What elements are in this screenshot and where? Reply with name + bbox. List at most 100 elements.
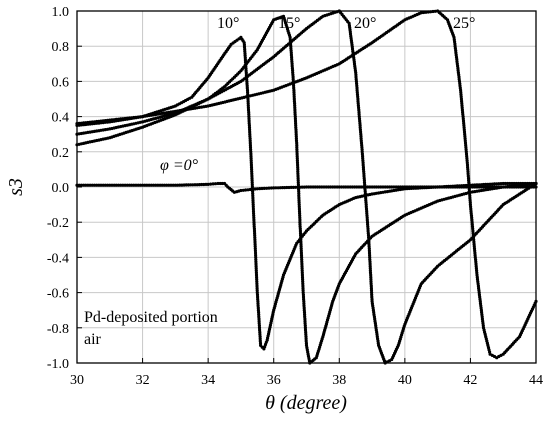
series-0-point [239, 188, 243, 193]
series-0-point [103, 183, 107, 187]
series-0-point [119, 183, 123, 187]
series-0-point [209, 182, 213, 186]
series-0-point [486, 185, 490, 189]
series-0-point [255, 187, 259, 191]
series-0-point [348, 185, 352, 189]
series-0-point [123, 183, 127, 187]
x-tick-label: 32 [136, 373, 150, 388]
annotation-20deg: 20° [354, 15, 376, 32]
series-0-point [328, 185, 333, 189]
series-0-point [178, 183, 182, 187]
series-0-point [116, 183, 121, 187]
series-0-point [216, 181, 220, 186]
series-1-point [506, 181, 510, 186]
series-0-point [213, 182, 218, 186]
series-0-point [154, 183, 158, 187]
series-0-point [335, 185, 339, 189]
series-0-point [253, 187, 257, 191]
series-0-point [394, 185, 398, 189]
annotation-phi-0: φ =0° [160, 157, 199, 174]
series-0-point [206, 182, 210, 186]
series-0-point [313, 185, 317, 189]
series-0-point [90, 183, 94, 187]
series-0-point [309, 185, 313, 189]
series-2 [75, 14, 538, 365]
series-0-point [274, 186, 278, 190]
series-0-point [167, 183, 171, 187]
series-0-point [200, 182, 204, 187]
series-0-point [162, 183, 166, 187]
series-0-point [130, 183, 134, 187]
series-0-point [211, 182, 215, 186]
series-0-point [324, 185, 328, 189]
series-0-point [151, 183, 156, 187]
series-0-point [79, 183, 83, 187]
y-tick-label: -1.0 [47, 357, 69, 372]
series-0-point [110, 183, 114, 187]
series-0-point [114, 183, 118, 187]
series-0-point [331, 185, 335, 189]
series-0-point [269, 186, 273, 190]
y-tick-label: -0.2 [47, 216, 69, 231]
series-0-point [484, 185, 488, 189]
series-0-point [99, 183, 103, 187]
legend-label-pd-deposited: Pd-deposited portion [84, 309, 218, 326]
series-0-point [265, 186, 269, 190]
series-1-point [512, 181, 516, 186]
series-0-point [121, 183, 125, 187]
series-0-point [366, 185, 370, 189]
series-0-point [355, 185, 359, 189]
series-0-point [320, 185, 324, 189]
series-0-point [374, 185, 378, 189]
series-0-point [390, 185, 394, 189]
series-0-point [267, 186, 271, 190]
series-0-point [370, 185, 374, 189]
series-0-point [141, 183, 145, 187]
series-0-point [477, 185, 481, 189]
series-0-point [385, 185, 389, 189]
x-tick-label: 36 [267, 373, 281, 388]
series-0-point [307, 185, 311, 189]
y-tick-labels: 1.0 0.8 0.6 0.4 0.2 0.0 -0.2 -0.4 -0.6 -0.8 -1.0 [47, 5, 69, 372]
series-0-point [359, 185, 363, 189]
y-tick-label: 0.0 [52, 181, 70, 196]
series-4-point [422, 10, 426, 15]
series-0-point [379, 185, 383, 189]
series-0-point [350, 185, 354, 189]
x-tick-label: 44 [529, 373, 543, 388]
series-0-point [368, 185, 372, 189]
series-0-point [289, 185, 293, 189]
y-tick-label: -0.8 [47, 322, 69, 337]
y-tick-label: 0.6 [52, 75, 70, 90]
series-2-point [298, 218, 302, 222]
series-0-point [156, 183, 160, 187]
y-tick-label: 1.0 [52, 5, 70, 20]
series-0-point [220, 181, 224, 186]
series-0-point [339, 185, 344, 189]
series-0-point [353, 185, 357, 189]
series-0-point [149, 183, 153, 187]
series-0-point [95, 183, 99, 187]
series-1-point [508, 181, 512, 186]
series-0-point [138, 183, 142, 187]
series-0-point [381, 185, 385, 189]
series-0-point [108, 183, 112, 187]
x-tick-label: 38 [332, 373, 346, 388]
plot-frame [76, 10, 537, 364]
y-tick-label: 0.2 [52, 146, 70, 161]
series-0-point [377, 185, 381, 189]
y-tick-label: 0.4 [52, 111, 70, 126]
series-0-point [300, 185, 304, 189]
x-tick-label: 30 [70, 373, 84, 388]
series-0-point [134, 183, 138, 187]
series-0-point [160, 183, 164, 187]
series-0-point [304, 185, 309, 189]
y-axis-title: s3 [5, 178, 27, 196]
annotation-10deg: 10° [217, 15, 239, 32]
series-1-point [501, 181, 505, 186]
series-0-point [383, 185, 387, 189]
series-group [75, 9, 538, 365]
series-0-point [322, 185, 326, 189]
series-0-point [193, 183, 197, 187]
series-2-point [297, 192, 301, 196]
